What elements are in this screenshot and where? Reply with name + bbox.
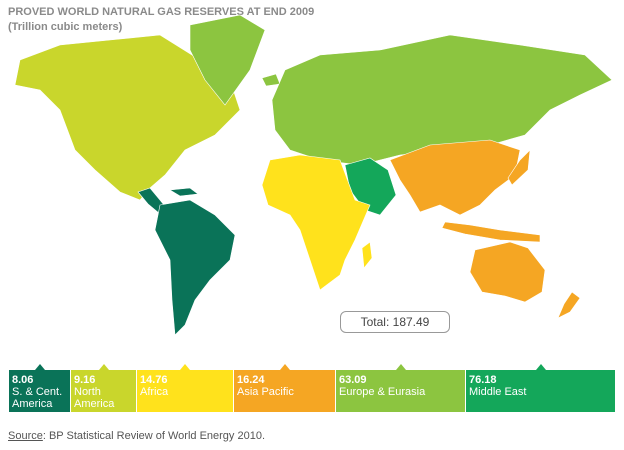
total-box: Total: 187.49 (340, 311, 450, 333)
region-shapes (189, 14, 613, 166)
africa (261, 154, 371, 291)
pointer (279, 364, 290, 370)
legend-value: 76.18 (469, 374, 497, 386)
australia (469, 241, 546, 303)
legend-value: 9.16 (74, 374, 96, 386)
legend-value: 8.06 (12, 374, 34, 386)
region-shapes (261, 154, 373, 291)
legend-value: 63.09 (339, 374, 367, 386)
asia-pacific (389, 139, 521, 216)
title-block: PROVED WORLD NATURAL GAS RESERVES AT END… (8, 5, 314, 35)
pointer (180, 364, 190, 370)
source-label: Source (8, 430, 43, 442)
legend-label: Middle East (469, 386, 527, 398)
title: PROVED WORLD NATURAL GAS RESERVES AT END… (8, 6, 315, 18)
source: Source: BP Statistical Review of World E… (8, 430, 265, 442)
south-america (154, 199, 236, 336)
pointer (98, 364, 109, 370)
pointer (395, 364, 406, 370)
pointer (535, 364, 546, 370)
region-shapes (14, 34, 241, 201)
legend-value: 16.24 (237, 374, 265, 386)
pointer (34, 364, 45, 370)
legend-label: Africa (140, 386, 169, 398)
north-america (14, 34, 241, 201)
legend-item: 8.06 S. & Cent. America (8, 364, 70, 412)
caribbean (169, 187, 199, 197)
madagascar (361, 241, 373, 269)
map (14, 14, 613, 336)
legend-label: S. & Cent. America (12, 386, 63, 410)
legend-item: 63.09 Europe & Eurasia (335, 364, 465, 412)
new-zealand (557, 291, 581, 319)
legend-item: 76.18 Middle East (465, 364, 615, 412)
legend-label: Asia Pacific (237, 386, 294, 398)
source-text: : BP Statistical Review of World Energy … (42, 430, 266, 442)
legend-label: North America (74, 386, 115, 410)
japan (507, 149, 531, 186)
indonesia (441, 221, 541, 243)
legend-value: 14.76 (140, 374, 168, 386)
legend-item: 16.24 Asia Pacific (233, 364, 335, 412)
legend-label: Europe & Eurasia (339, 386, 426, 398)
region-shapes (389, 139, 581, 319)
greenland (189, 14, 266, 106)
total-value: 187.49 (392, 315, 430, 329)
legend-item: 9.16 North America (70, 364, 136, 412)
iceland (261, 73, 281, 87)
region-shapes (137, 187, 236, 336)
total-label: Total: (360, 315, 390, 329)
legend-item: 14.76 Africa (136, 364, 233, 412)
subtitle: (Trillion cubic meters) (8, 21, 123, 33)
